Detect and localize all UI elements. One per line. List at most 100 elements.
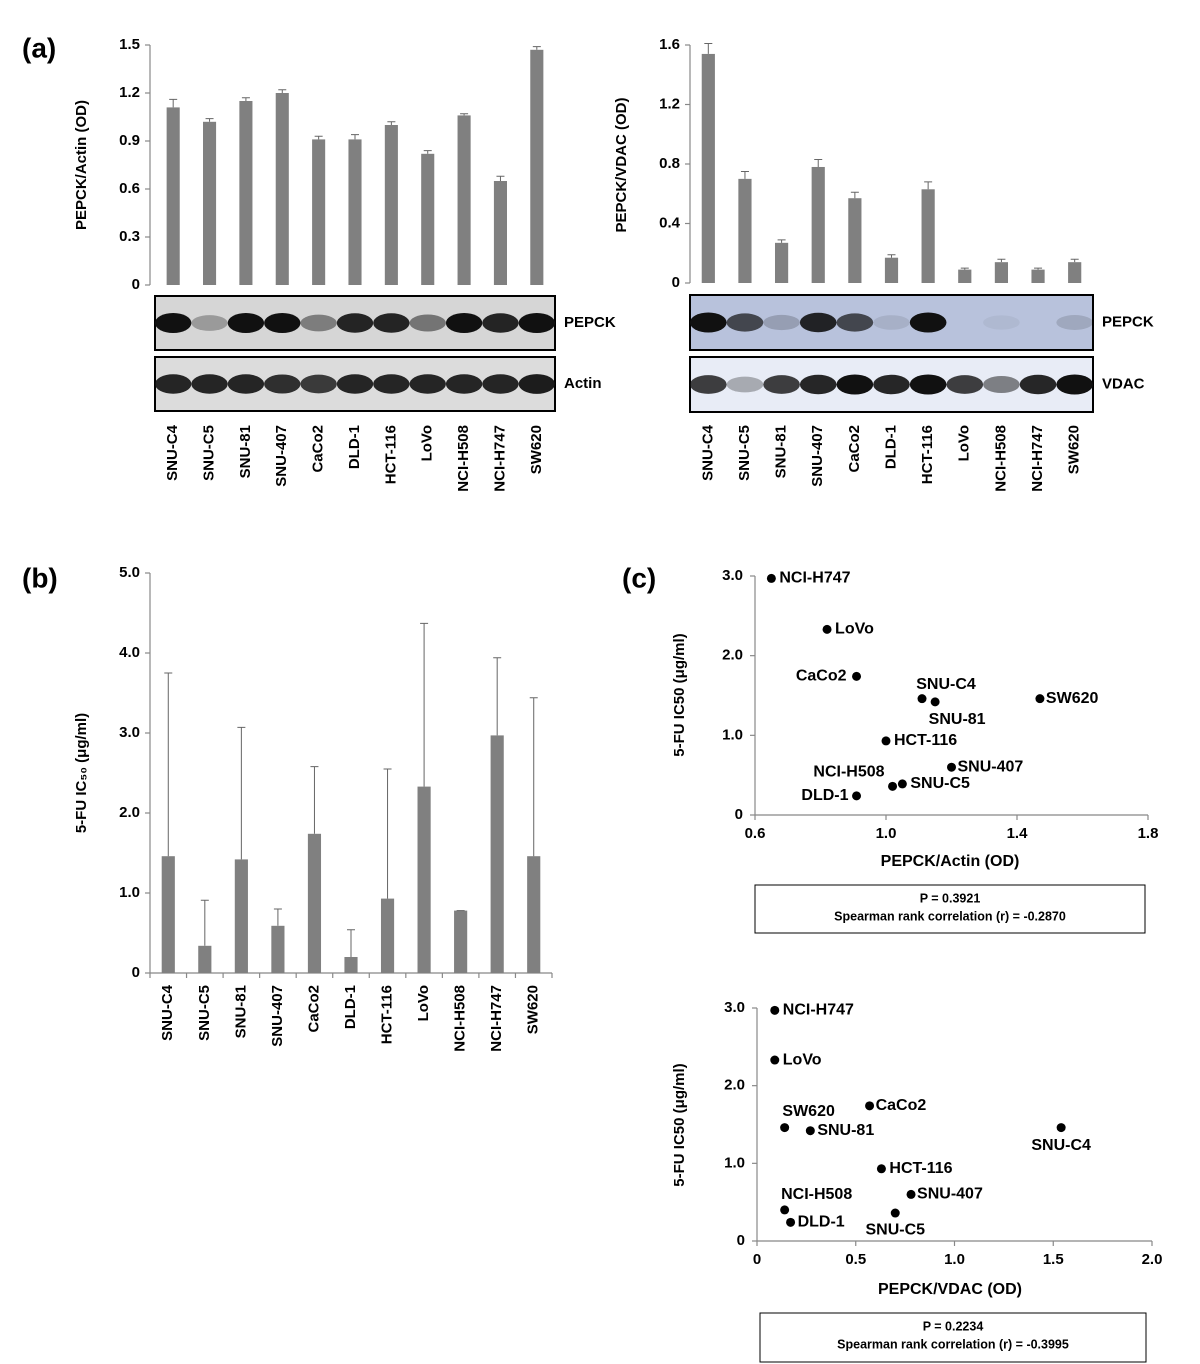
error-bar xyxy=(460,113,469,116)
error-bar xyxy=(493,657,502,736)
blot-band xyxy=(191,315,228,331)
bar xyxy=(457,115,471,286)
x-tick-label: DLD-1 xyxy=(342,985,359,1029)
x-tick-label: SNU-C4 xyxy=(164,424,181,480)
y-axis-label: PEPCK/Actin (OD) xyxy=(73,100,90,230)
blot-band xyxy=(227,374,265,394)
stats-text: Spearman rank correlation (r) = -0.3995 xyxy=(837,1337,1069,1351)
y-tick-label: 0.8 xyxy=(659,155,680,172)
error-bar xyxy=(529,697,538,857)
x-tick-label: HCT-116 xyxy=(379,985,396,1044)
x-tick-label: SNU-81 xyxy=(773,425,790,478)
blot-band xyxy=(1056,315,1093,330)
error-bar xyxy=(347,929,355,957)
stats-text: P = 0.2234 xyxy=(923,1319,984,1333)
blot-band xyxy=(690,312,727,333)
blot-band xyxy=(873,374,910,395)
point xyxy=(906,1189,916,1199)
error-bar xyxy=(704,43,713,54)
x-tick-label: 0.6 xyxy=(745,825,766,842)
x-tick-label: SNU-407 xyxy=(809,425,826,487)
x-tick-label: 2.0 xyxy=(1142,1251,1163,1268)
error-bar xyxy=(532,46,541,50)
blot-band xyxy=(726,376,764,393)
x-tick-label: SNU-81 xyxy=(237,425,254,478)
blot-band xyxy=(518,374,555,394)
y-tick-label: 0.4 xyxy=(659,214,681,231)
bar xyxy=(307,833,322,973)
point xyxy=(865,1101,875,1111)
point-label: SNU-C4 xyxy=(1031,1137,1091,1154)
blot-label: VDAC xyxy=(1102,375,1145,392)
x-tick-label: SNU-C4 xyxy=(159,984,176,1040)
blot-label: PEPCK xyxy=(564,314,616,331)
error-bar xyxy=(814,159,823,167)
y-tick-label: 1.5 xyxy=(119,36,140,53)
blot-band xyxy=(482,374,519,394)
blot-band xyxy=(300,374,337,394)
point-label: CaCo2 xyxy=(876,1097,927,1114)
y-tick-label: 3.0 xyxy=(722,567,743,584)
y-axis-label: 5-FU IC50 (μg/ml) xyxy=(671,1063,688,1186)
error-bar xyxy=(423,150,432,154)
x-tick-label: SW620 xyxy=(525,985,542,1034)
point xyxy=(770,1055,780,1065)
y-tick-label: 2.0 xyxy=(724,1077,745,1094)
blot-label: PEPCK xyxy=(1102,313,1154,330)
x-tick-label: NCI-H508 xyxy=(992,425,1009,492)
blot-band xyxy=(445,374,483,394)
blot-band xyxy=(1019,374,1057,395)
point xyxy=(822,624,832,634)
x-tick-label: DLD-1 xyxy=(346,425,363,469)
bar xyxy=(384,125,398,285)
error-bar xyxy=(740,170,749,179)
blot-band xyxy=(336,374,374,394)
point-label: SW620 xyxy=(1046,690,1099,707)
point-label: SW620 xyxy=(782,1103,835,1120)
error-bar xyxy=(850,191,859,199)
error-bar xyxy=(169,98,178,108)
x-tick-label: NCI-H508 xyxy=(455,425,472,492)
bar xyxy=(774,242,789,283)
bar xyxy=(848,198,862,283)
blot-band xyxy=(409,314,446,332)
blot-band xyxy=(983,315,1020,330)
bar xyxy=(271,925,285,973)
bar xyxy=(921,189,935,283)
bar xyxy=(493,181,507,285)
bar xyxy=(380,898,395,973)
x-tick-label: CaCo2 xyxy=(305,985,322,1033)
error-bar xyxy=(924,181,933,190)
y-tick-label: 1.0 xyxy=(722,726,743,743)
blot-band xyxy=(983,376,1020,393)
y-tick-label: 5.0 xyxy=(119,564,140,581)
blot-band xyxy=(191,374,228,394)
bar xyxy=(421,153,435,285)
point xyxy=(780,1205,790,1215)
bar xyxy=(994,262,1009,283)
blot-band xyxy=(909,374,947,395)
x-tick-label: NCI-H747 xyxy=(1029,425,1046,492)
point-label: SNU-C5 xyxy=(910,775,970,792)
blot-band xyxy=(264,374,301,394)
y-tick-label: 1.0 xyxy=(724,1154,745,1171)
y-tick-label: 0 xyxy=(737,1232,745,1249)
error-bar xyxy=(314,135,323,140)
x-tick-label: 1.8 xyxy=(1138,825,1159,842)
panel-label: (c) xyxy=(622,562,656,593)
bar xyxy=(530,49,544,285)
point-label: SNU-C5 xyxy=(865,1221,925,1238)
error-bar xyxy=(241,97,250,101)
point-label: HCT-116 xyxy=(894,732,957,749)
x-tick-label: SNU-C5 xyxy=(196,985,213,1041)
point xyxy=(1056,1123,1066,1133)
blot-band xyxy=(445,313,483,333)
y-tick-label: 0 xyxy=(735,806,743,823)
point xyxy=(786,1217,796,1227)
bar xyxy=(417,786,431,973)
error-bar xyxy=(1034,267,1043,270)
bar xyxy=(239,101,253,285)
point xyxy=(805,1126,815,1136)
